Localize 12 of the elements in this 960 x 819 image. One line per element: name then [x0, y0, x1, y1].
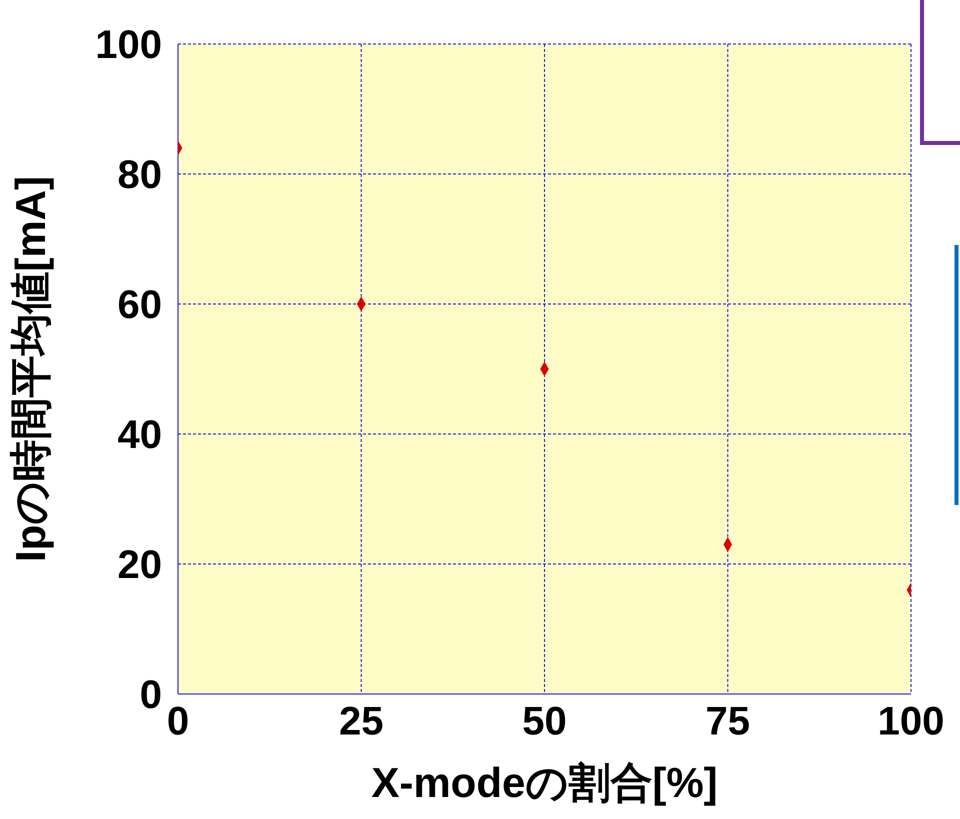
x-tick-label: 25: [339, 699, 384, 744]
y-tick-label: 40: [118, 413, 162, 458]
y-tick-label: 20: [118, 543, 162, 588]
x-tick-label: 0: [166, 699, 190, 744]
y-tick-label: 80: [118, 153, 162, 198]
x-axis-title: X-modeの割合[%]: [371, 759, 718, 806]
x-tick-label: 100: [878, 699, 944, 744]
y-axis-title: Ipの時間平均値[mA]: [6, 176, 54, 562]
x-tick-label: 75: [706, 699, 750, 744]
x-tick-label: 50: [522, 699, 567, 744]
y-tick-label: 100: [95, 23, 162, 68]
y-tick-label: 60: [118, 283, 162, 328]
